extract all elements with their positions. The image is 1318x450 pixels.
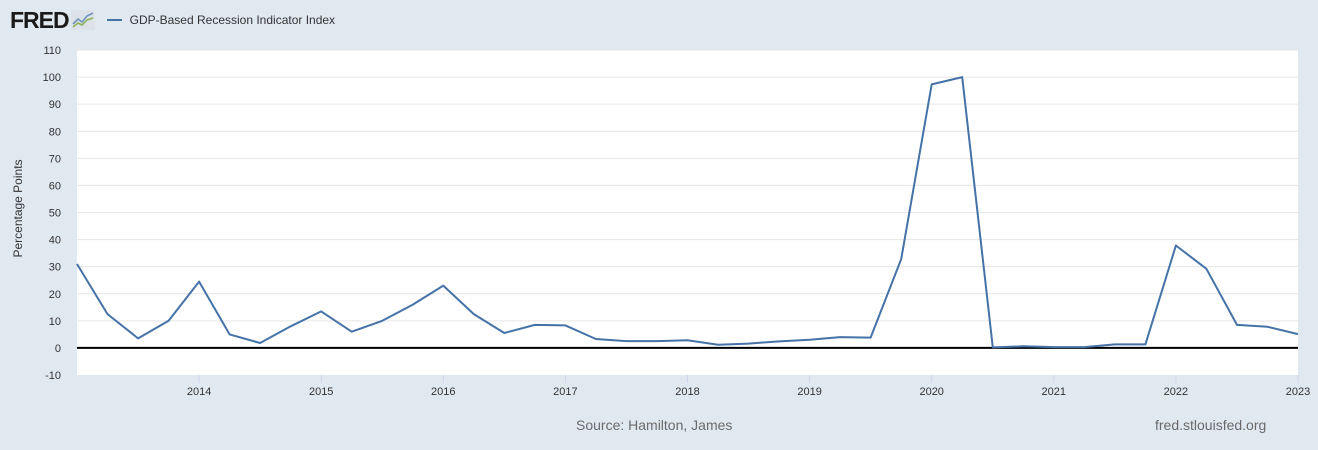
y-tick-label: 10 bbox=[49, 316, 61, 328]
site-link[interactable]: fred.stlouisfed.org bbox=[1155, 417, 1267, 433]
y-tick-label: -10 bbox=[45, 370, 61, 382]
chart-header: FRED GDP-Based Recession Indicator Index bbox=[10, 6, 335, 34]
y-tick-label: 70 bbox=[49, 153, 61, 165]
y-tick-label: 40 bbox=[49, 235, 61, 247]
legend-swatch bbox=[106, 19, 122, 21]
y-tick-label: 80 bbox=[49, 126, 61, 138]
series-line[interactable] bbox=[76, 76, 1299, 349]
x-tick-label: 2014 bbox=[187, 386, 211, 398]
x-tick-label: 2019 bbox=[797, 386, 821, 398]
y-axis-title: Percentage Points bbox=[11, 159, 25, 257]
x-tick-label: 2015 bbox=[309, 386, 333, 398]
y-tick-label: 110 bbox=[43, 45, 61, 57]
y-tick-label: 50 bbox=[49, 208, 61, 220]
legend[interactable]: GDP-Based Recession Indicator Index bbox=[106, 13, 336, 27]
x-tick-label: 2023 bbox=[1286, 386, 1310, 398]
legend-label: GDP-Based Recession Indicator Index bbox=[129, 13, 336, 27]
x-tick-label: 2020 bbox=[919, 386, 943, 398]
source-credit: Source: Hamilton, James bbox=[576, 417, 733, 433]
x-tick-label: 2018 bbox=[675, 386, 699, 398]
y-tick-label: 100 bbox=[43, 72, 61, 84]
y-tick-label: 90 bbox=[49, 99, 61, 111]
line-chart-logo-icon bbox=[70, 10, 95, 30]
y-tick-label: 20 bbox=[49, 289, 61, 301]
x-tick-label: 2022 bbox=[1164, 386, 1188, 398]
x-tick-label: 2016 bbox=[431, 386, 455, 398]
y-tick-label: 30 bbox=[49, 262, 61, 274]
fred-logo[interactable]: FRED bbox=[10, 6, 70, 33]
y-tick-label: 0 bbox=[55, 343, 61, 355]
x-tick-label: 2021 bbox=[1042, 386, 1066, 398]
y-tick-label: 60 bbox=[49, 180, 61, 192]
x-tick-label: 2017 bbox=[553, 386, 577, 398]
